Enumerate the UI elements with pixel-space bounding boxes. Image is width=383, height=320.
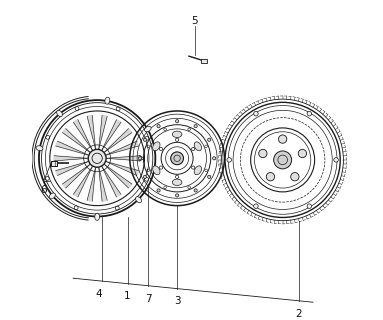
Ellipse shape [57, 110, 62, 116]
Ellipse shape [194, 166, 201, 175]
Ellipse shape [144, 126, 151, 132]
Circle shape [175, 120, 179, 123]
Text: 4: 4 [95, 289, 102, 299]
Polygon shape [99, 116, 107, 149]
Circle shape [143, 175, 147, 179]
Circle shape [157, 189, 160, 192]
Ellipse shape [194, 142, 201, 151]
Polygon shape [99, 168, 107, 201]
Text: 3: 3 [174, 296, 180, 307]
Circle shape [307, 204, 312, 208]
Polygon shape [56, 162, 88, 175]
Circle shape [213, 157, 216, 160]
Circle shape [194, 189, 197, 192]
Circle shape [274, 151, 291, 169]
Circle shape [208, 138, 211, 141]
Circle shape [157, 124, 160, 128]
Circle shape [291, 172, 299, 181]
Circle shape [254, 111, 258, 116]
Text: 1: 1 [124, 292, 131, 301]
Circle shape [171, 152, 183, 165]
Circle shape [227, 158, 231, 162]
Polygon shape [74, 120, 92, 150]
Circle shape [208, 175, 211, 179]
Circle shape [307, 111, 312, 116]
Polygon shape [107, 156, 140, 161]
Text: 6: 6 [41, 185, 47, 195]
Circle shape [138, 157, 142, 160]
Circle shape [88, 149, 106, 167]
Text: 5: 5 [192, 16, 198, 26]
Polygon shape [56, 141, 88, 155]
Circle shape [194, 124, 197, 128]
Polygon shape [105, 129, 132, 152]
Polygon shape [54, 156, 88, 161]
Ellipse shape [95, 213, 100, 220]
Polygon shape [62, 129, 90, 152]
Ellipse shape [172, 179, 182, 186]
Circle shape [334, 158, 338, 162]
Circle shape [259, 149, 267, 158]
Ellipse shape [105, 97, 110, 104]
Text: 7: 7 [145, 293, 152, 304]
Circle shape [266, 172, 275, 181]
Ellipse shape [153, 142, 160, 151]
Polygon shape [106, 141, 139, 155]
Polygon shape [102, 167, 121, 197]
Polygon shape [102, 120, 121, 150]
Circle shape [298, 149, 306, 158]
Ellipse shape [36, 146, 43, 151]
Polygon shape [62, 164, 90, 188]
Polygon shape [106, 162, 139, 175]
Circle shape [278, 135, 287, 143]
Circle shape [143, 138, 147, 141]
Polygon shape [87, 116, 95, 149]
Ellipse shape [49, 193, 56, 199]
Text: 2: 2 [295, 308, 302, 319]
Circle shape [254, 204, 258, 208]
Polygon shape [105, 164, 132, 188]
Ellipse shape [136, 197, 142, 203]
Polygon shape [74, 167, 92, 197]
FancyBboxPatch shape [51, 161, 57, 166]
Polygon shape [87, 168, 95, 201]
Circle shape [175, 194, 179, 197]
FancyBboxPatch shape [201, 59, 208, 63]
Ellipse shape [172, 131, 182, 138]
Ellipse shape [153, 166, 160, 175]
